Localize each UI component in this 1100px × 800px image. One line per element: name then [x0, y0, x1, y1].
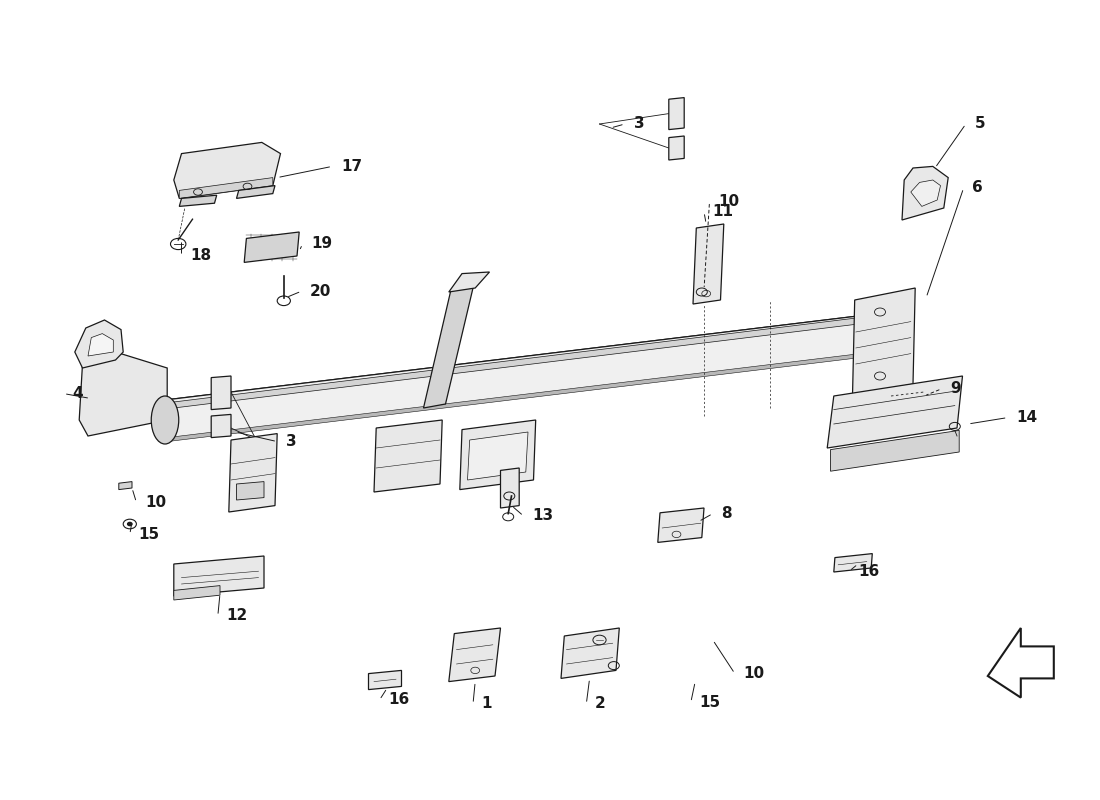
Ellipse shape: [152, 396, 178, 444]
Polygon shape: [88, 334, 113, 356]
Text: 8: 8: [722, 506, 733, 521]
Polygon shape: [911, 180, 940, 206]
Polygon shape: [165, 312, 913, 416]
Polygon shape: [449, 628, 500, 682]
Polygon shape: [852, 288, 915, 396]
Text: 4: 4: [73, 386, 84, 401]
Polygon shape: [211, 414, 231, 438]
Polygon shape: [368, 670, 402, 690]
Polygon shape: [460, 420, 536, 490]
Text: 5: 5: [975, 117, 986, 131]
Polygon shape: [561, 628, 619, 678]
Text: 6: 6: [972, 181, 983, 195]
Text: 9: 9: [950, 382, 961, 396]
Text: 15: 15: [700, 695, 720, 710]
Polygon shape: [658, 508, 704, 542]
Polygon shape: [165, 312, 891, 440]
Text: 17: 17: [341, 159, 362, 174]
Polygon shape: [229, 434, 277, 512]
Polygon shape: [236, 186, 275, 198]
Text: 14: 14: [1016, 410, 1037, 425]
Text: 13: 13: [532, 509, 553, 523]
Polygon shape: [693, 224, 724, 304]
Text: 15: 15: [139, 527, 159, 542]
Polygon shape: [170, 314, 891, 408]
Polygon shape: [211, 376, 231, 410]
Polygon shape: [167, 350, 893, 442]
Polygon shape: [244, 232, 299, 262]
Text: 12: 12: [227, 609, 248, 623]
Text: 10: 10: [718, 194, 739, 209]
Polygon shape: [174, 586, 220, 600]
Text: 3: 3: [634, 117, 645, 131]
Text: 16: 16: [388, 693, 409, 707]
Text: 10: 10: [744, 666, 764, 681]
Polygon shape: [500, 468, 519, 508]
Polygon shape: [174, 142, 280, 198]
Polygon shape: [902, 166, 948, 220]
Polygon shape: [179, 178, 273, 198]
Polygon shape: [834, 554, 872, 572]
Polygon shape: [424, 288, 473, 408]
Polygon shape: [374, 420, 442, 492]
Text: 10: 10: [145, 495, 166, 510]
Text: 3: 3: [286, 434, 297, 449]
Polygon shape: [830, 430, 959, 471]
Polygon shape: [669, 98, 684, 130]
Circle shape: [128, 522, 132, 526]
Polygon shape: [119, 482, 132, 490]
Text: 11: 11: [713, 205, 734, 219]
Polygon shape: [449, 272, 490, 292]
Polygon shape: [75, 320, 123, 368]
Polygon shape: [236, 482, 264, 500]
Polygon shape: [79, 352, 167, 436]
Polygon shape: [468, 432, 528, 480]
Text: 20: 20: [310, 284, 331, 298]
Polygon shape: [174, 556, 264, 596]
Text: 1: 1: [482, 697, 493, 711]
Polygon shape: [179, 195, 217, 206]
Text: 18: 18: [190, 249, 211, 263]
Polygon shape: [669, 136, 684, 160]
Polygon shape: [827, 376, 962, 448]
Text: 2: 2: [595, 697, 606, 711]
Text: 16: 16: [858, 564, 879, 578]
Text: 19: 19: [311, 237, 332, 251]
